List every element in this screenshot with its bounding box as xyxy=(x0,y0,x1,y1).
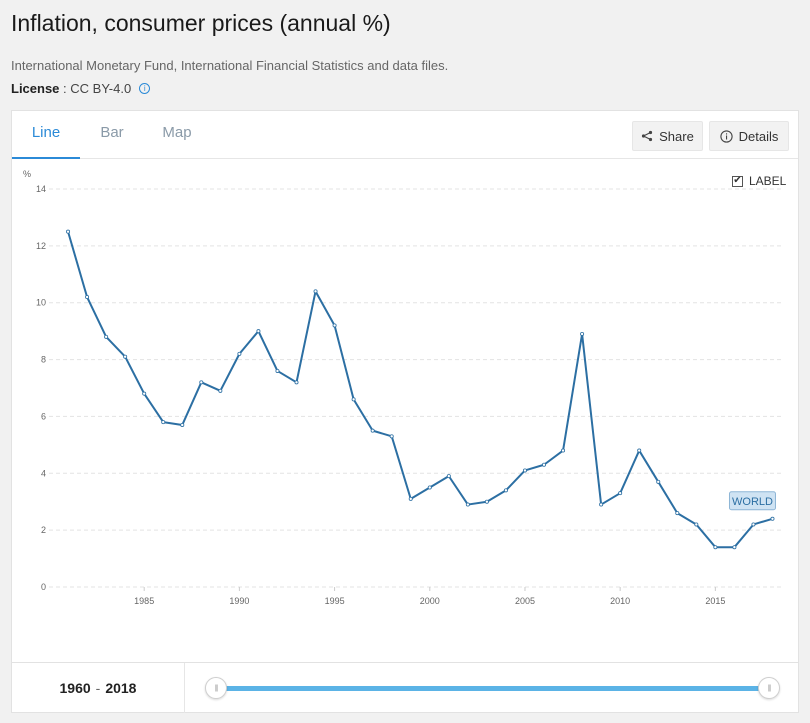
data-point xyxy=(561,448,566,453)
source-note: International Monetary Fund, Internation… xyxy=(11,58,449,73)
label-checkbox[interactable]: ✔ xyxy=(732,175,743,187)
data-point xyxy=(218,388,223,393)
range-start: 1960 xyxy=(59,680,91,696)
y-tick-label: 12 xyxy=(36,241,46,251)
data-point xyxy=(389,434,394,439)
slider-handle-start[interactable]: ||| xyxy=(205,677,227,699)
y-tick-label: 6 xyxy=(41,411,46,421)
time-range-bar: 1960 - 2018 ||| ||| xyxy=(11,663,799,713)
x-tick-label: 1985 xyxy=(134,596,154,606)
data-point xyxy=(123,354,128,359)
license-line: License : CC BY-4.0 i xyxy=(11,81,151,96)
chart-card: Line Bar Map Share Details ✔ LAB xyxy=(11,110,799,663)
check-mark: ✔ xyxy=(733,175,742,186)
label-toggle[interactable]: ✔ LABEL xyxy=(732,174,786,188)
data-point xyxy=(751,522,756,527)
data-point xyxy=(161,420,166,425)
chart-tabs: Line Bar Map Share Details xyxy=(12,111,798,159)
data-point xyxy=(275,368,280,373)
series-label: WORLD xyxy=(732,496,773,508)
data-point xyxy=(637,448,642,453)
data-point xyxy=(332,323,337,328)
data-point xyxy=(484,499,489,504)
year-range: 1960 - 2018 xyxy=(12,663,185,713)
y-tick-label: 8 xyxy=(41,355,46,365)
data-point xyxy=(713,545,718,550)
data-point xyxy=(104,334,109,339)
share-icon xyxy=(642,130,653,142)
data-point xyxy=(675,511,680,516)
data-point xyxy=(732,545,737,550)
label-toggle-text: LABEL xyxy=(749,174,787,188)
slider-handle-end[interactable]: ||| xyxy=(758,677,780,699)
tab-map[interactable]: Map xyxy=(162,124,192,141)
series-line xyxy=(67,231,773,549)
data-point xyxy=(656,479,661,484)
info-icon[interactable]: i xyxy=(139,83,151,94)
details-button[interactable]: Details xyxy=(709,121,789,151)
data-point xyxy=(618,491,623,496)
license-value: CC BY-4.0 xyxy=(70,81,132,96)
data-point xyxy=(313,289,318,294)
data-point xyxy=(199,380,204,385)
data-point xyxy=(66,229,71,234)
y-tick-label: 0 xyxy=(41,582,46,592)
license-separator: : xyxy=(59,81,71,96)
x-tick-label: 2000 xyxy=(420,596,440,606)
data-point xyxy=(503,488,508,493)
data-point xyxy=(408,496,413,501)
x-tick-label: 1995 xyxy=(325,596,345,606)
data-point xyxy=(770,516,775,521)
share-label: Share xyxy=(659,128,694,144)
details-label: Details xyxy=(738,128,779,144)
data-point xyxy=(294,380,299,385)
data-point xyxy=(370,428,375,433)
data-point xyxy=(694,522,699,527)
year-slider-track[interactable] xyxy=(217,686,769,691)
data-point xyxy=(142,391,147,396)
data-point xyxy=(237,351,242,356)
data-point xyxy=(180,422,185,427)
y-tick-label: 14 xyxy=(36,184,46,194)
range-separator: - xyxy=(95,680,101,696)
data-point xyxy=(465,502,470,507)
page-title: Inflation, consumer prices (annual %) xyxy=(11,10,391,36)
share-button[interactable]: Share xyxy=(632,121,703,151)
data-point xyxy=(599,502,604,507)
tab-bar[interactable]: Bar xyxy=(100,124,124,141)
series-label-box xyxy=(728,491,776,511)
y-tick-label: 4 xyxy=(41,468,46,478)
data-point xyxy=(446,474,451,479)
y-axis-label: % xyxy=(23,169,31,179)
x-tick-label: 1990 xyxy=(229,596,249,606)
y-tick-label: 2 xyxy=(41,525,46,535)
data-point xyxy=(580,331,585,336)
license-label: License xyxy=(11,81,60,96)
range-end: 2018 xyxy=(105,680,137,696)
data-point xyxy=(85,295,90,300)
data-point xyxy=(522,468,527,473)
data-point xyxy=(542,462,547,467)
details-info-icon xyxy=(719,129,733,143)
x-tick-label: 2010 xyxy=(610,596,630,606)
data-point xyxy=(351,397,356,402)
line-chart: 0 2 4 6 8 10 12 14% 1985 1990 1995 2000 2005 2010 2015… xyxy=(23,169,782,606)
data-point xyxy=(427,485,432,490)
y-tick-label: 10 xyxy=(36,298,46,308)
tab-line[interactable]: Line xyxy=(12,111,80,159)
x-tick-label: 2005 xyxy=(515,596,535,606)
x-tick-label: 2015 xyxy=(705,596,725,606)
data-point xyxy=(256,329,261,334)
